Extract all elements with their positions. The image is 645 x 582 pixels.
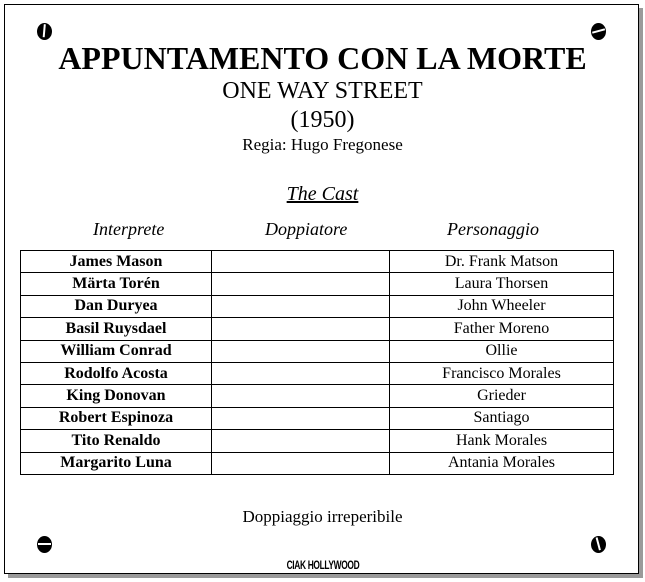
character-cell: Antania Morales xyxy=(389,451,614,475)
character-cell: John Wheeler xyxy=(389,294,614,319)
column-header-doppiatore: Doppiatore xyxy=(265,219,348,239)
character-cell: Ollie xyxy=(389,339,614,363)
actor-cell: Tito Renaldo xyxy=(20,429,212,453)
actor-cell: Rodolfo Acosta xyxy=(20,361,212,386)
table-row: Märta Torén Laura Thorsen xyxy=(20,272,614,296)
screw-icon xyxy=(591,536,606,553)
dubber-cell xyxy=(211,317,390,341)
table-row: William Conrad Ollie xyxy=(20,339,614,363)
table-row: Margarito Luna Antania Morales xyxy=(20,451,614,475)
column-header-interprete: Interprete xyxy=(93,219,165,239)
table-row: James Mason Dr. Frank Matson xyxy=(20,249,614,274)
character-cell: Francisco Morales xyxy=(389,361,614,386)
actor-cell: James Mason xyxy=(20,249,212,274)
actor-cell: Basil Ruysdael xyxy=(20,317,212,341)
page-title: APPUNTAMENTO CON LA MORTE xyxy=(58,40,587,76)
year: (1950) xyxy=(290,107,355,133)
table-row: Tito Renaldo Hank Morales xyxy=(20,429,614,453)
actor-cell: Margarito Luna xyxy=(20,451,212,475)
character-cell: Hank Morales xyxy=(389,429,614,453)
cast-heading: The Cast xyxy=(286,183,359,205)
dubbing-note: Doppiaggio irreperibile xyxy=(242,507,403,526)
table-row: Basil Ruysdael Father Moreno xyxy=(20,317,614,341)
screw-icon xyxy=(37,536,52,553)
actor-cell: Robert Espinoza xyxy=(20,406,212,431)
dubber-cell xyxy=(211,384,390,408)
character-cell: Santiago xyxy=(389,406,614,431)
director: Regia: Hugo Fregonese xyxy=(242,135,403,154)
actor-cell: William Conrad xyxy=(20,339,212,363)
screw-icon xyxy=(591,23,606,40)
character-cell: Grieder xyxy=(389,384,614,408)
table-row: Dan Duryea John Wheeler xyxy=(20,294,614,319)
logo-text: CIAK HOLLYWOOD xyxy=(286,558,359,572)
table-row: Rodolfo Acosta Francisco Morales xyxy=(20,361,614,386)
actor-cell: King Donovan xyxy=(20,384,212,408)
dubber-cell xyxy=(211,451,390,475)
dubber-cell xyxy=(211,429,390,453)
actor-cell: Dan Duryea xyxy=(20,294,212,319)
actor-cell: Märta Torén xyxy=(20,272,212,296)
original-title: ONE WAY STREET xyxy=(222,78,423,104)
screw-icon xyxy=(37,23,52,40)
table-row: Robert Espinoza Santiago xyxy=(20,406,614,431)
dubber-cell xyxy=(211,249,390,274)
dubber-cell xyxy=(211,294,390,319)
character-cell: Father Moreno xyxy=(389,317,614,341)
character-cell: Laura Thorsen xyxy=(389,272,614,296)
character-cell: Dr. Frank Matson xyxy=(389,249,614,274)
dubber-cell xyxy=(211,339,390,363)
dubber-cell xyxy=(211,406,390,431)
ciak-hollywood-logo: CIAK HOLLYWOOD xyxy=(0,556,645,574)
dubber-cell xyxy=(211,361,390,386)
cast-table: James Mason Dr. Frank Matson Märta Torén La… xyxy=(20,249,614,475)
column-header-personaggio: Personaggio xyxy=(447,219,539,239)
dubber-cell xyxy=(211,272,390,296)
table-row: King Donovan Grieder xyxy=(20,384,614,408)
